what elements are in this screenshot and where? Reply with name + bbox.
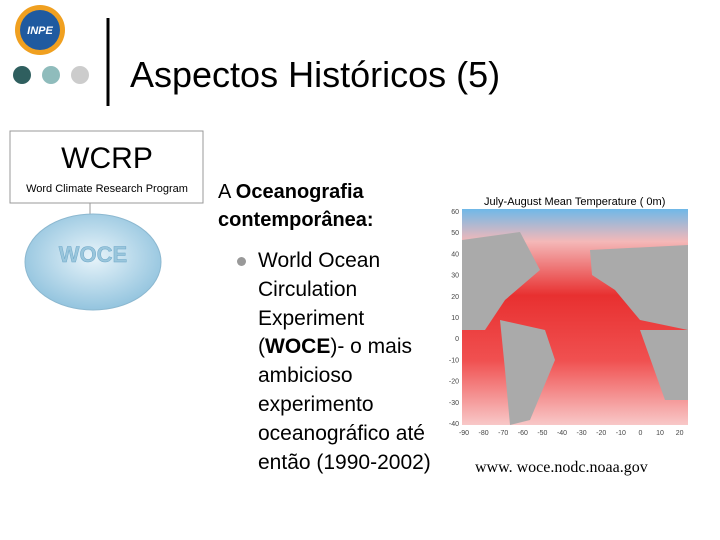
y-tick-label: 50 — [451, 230, 459, 237]
y-tick-label: -10 — [449, 357, 459, 364]
dot — [71, 66, 89, 84]
y-tick-label: -20 — [449, 379, 459, 386]
logo-globe — [20, 10, 60, 50]
bullet-part: )- o mais ambicioso experimento oceanogr… — [258, 335, 431, 474]
wcrp-name: Word Climate Research Program — [26, 183, 188, 195]
x-tick-label: -10 — [616, 430, 626, 437]
map-land — [640, 330, 688, 400]
map-title: July-August Mean Temperature ( 0m) — [484, 196, 665, 208]
x-tick-label: -90 — [459, 430, 469, 437]
x-tick-label: -20 — [596, 430, 606, 437]
map-source: www. woce.nodc.noaa.gov — [475, 459, 648, 476]
y-tick-label: 30 — [451, 273, 459, 280]
dot — [42, 66, 60, 84]
bullet-dot — [237, 257, 246, 266]
dot — [13, 66, 31, 84]
x-tick-label: -50 — [537, 430, 547, 437]
x-tick-label: 10 — [656, 430, 664, 437]
heading: A Oceanografia contemporânea: — [218, 178, 438, 234]
y-tick-label: -30 — [449, 400, 459, 407]
slide-title: Aspectos Históricos (5) — [130, 54, 501, 95]
globe-text: WOCE — [59, 242, 127, 267]
x-tick-label: -80 — [479, 430, 489, 437]
y-tick-label: 20 — [451, 294, 459, 301]
bullet-part: World Ocean Circulation Experiment ( — [258, 249, 381, 359]
heading-bold: Oceanografia contemporânea: — [218, 181, 374, 231]
bullet-bold: WOCE — [265, 335, 331, 359]
x-tick-label: -70 — [498, 430, 508, 437]
y-tick-label: -40 — [449, 421, 459, 428]
x-tick-label: -60 — [518, 430, 528, 437]
x-tick-label: 0 — [638, 430, 642, 437]
x-tick-label: -30 — [577, 430, 587, 437]
y-tick-label: 10 — [451, 315, 459, 322]
bullet-text: World Ocean Circulation Experiment (WOCE… — [258, 247, 436, 477]
map-land — [500, 320, 555, 425]
logo-text: INPE — [27, 25, 53, 37]
wcrp-box — [9, 130, 204, 204]
woce-globe — [24, 213, 162, 311]
y-tick-label: 60 — [451, 209, 459, 216]
x-tick-label: -40 — [557, 430, 567, 437]
y-tick-label: 40 — [451, 251, 459, 258]
map-land — [590, 245, 688, 330]
y-tick-label: 0 — [455, 336, 459, 343]
heading-lead: A — [218, 181, 236, 203]
x-tick-label: 20 — [676, 430, 684, 437]
wcrp-acronym: WCRP — [61, 142, 153, 175]
map-land — [462, 232, 540, 330]
